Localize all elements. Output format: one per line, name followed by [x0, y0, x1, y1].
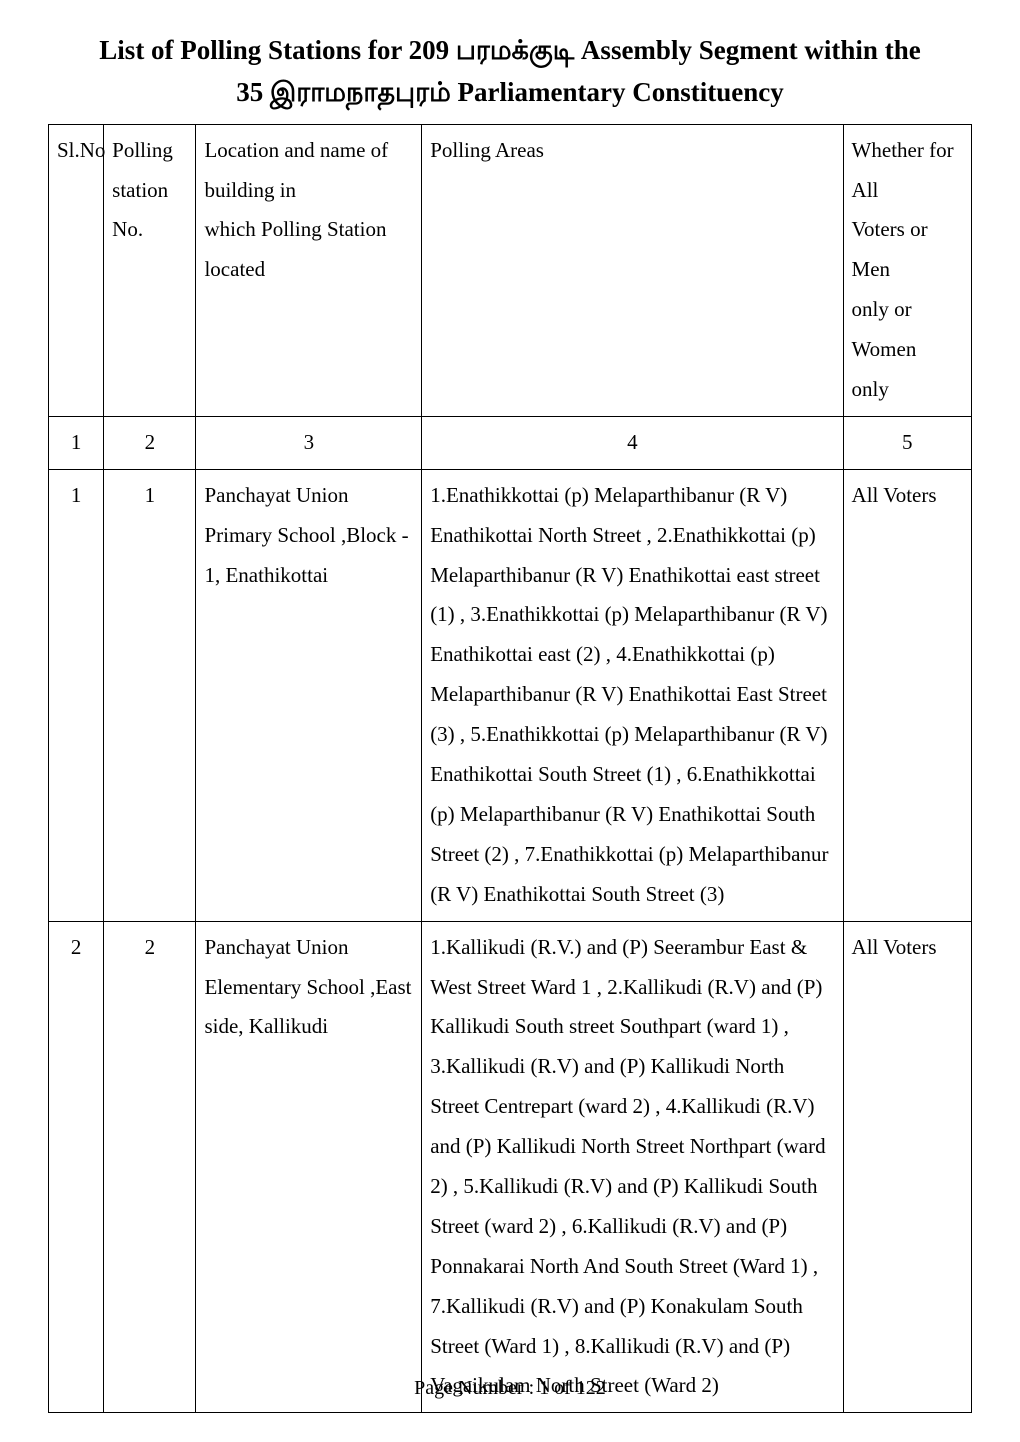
- numrow-c1: 1: [49, 416, 104, 469]
- cell-whether: All Voters: [843, 469, 971, 921]
- col-header-location-l2: which Polling Station located: [204, 217, 386, 281]
- col-header-whether-l1: Whether for All: [852, 138, 954, 202]
- table-header-row: Sl.No Polling station No. Location and n…: [49, 124, 972, 416]
- col-header-whether: Whether for All Voters or Men only or Wo…: [843, 124, 971, 416]
- cell-station: 1: [104, 469, 196, 921]
- cell-location: Panchayat Union Elementary School ,East …: [196, 921, 422, 1413]
- title-line-2: 35 இராமநாதபுரம் Parliamentary Constituen…: [236, 77, 784, 107]
- page-title: List of Polling Stations for 209 பரமக்கு…: [48, 30, 972, 114]
- col-header-areas: Polling Areas: [422, 124, 843, 416]
- table-number-row: 1 2 3 4 5: [49, 416, 972, 469]
- cell-slno: 1: [49, 469, 104, 921]
- col-header-slno: Sl.No: [49, 124, 104, 416]
- col-header-whether-l3: only or Women: [852, 297, 917, 361]
- col-header-whether-l4: only: [852, 377, 889, 401]
- col-header-station-l1: Polling: [112, 138, 173, 162]
- cell-slno: 2: [49, 921, 104, 1413]
- col-header-location: Location and name of building in which P…: [196, 124, 422, 416]
- col-header-station: Polling station No.: [104, 124, 196, 416]
- cell-whether: All Voters: [843, 921, 971, 1413]
- col-header-whether-l2: Voters or Men: [852, 217, 928, 281]
- numrow-c2: 2: [104, 416, 196, 469]
- numrow-c5: 5: [843, 416, 971, 469]
- page-footer: Page Number : 1 of 122: [0, 1377, 1020, 1400]
- numrow-c3: 3: [196, 416, 422, 469]
- table-row: 2 2 Panchayat Union Elementary School ,E…: [49, 921, 972, 1413]
- numrow-c4: 4: [422, 416, 843, 469]
- col-header-station-l2: station No.: [112, 178, 168, 242]
- title-line-1: List of Polling Stations for 209 பரமக்கு…: [99, 35, 920, 65]
- page: List of Polling Stations for 209 பரமக்கு…: [0, 0, 1020, 1442]
- cell-areas: 1.Enathikkottai (p) Melaparthibanur (R V…: [422, 469, 843, 921]
- cell-areas: 1.Kallikudi (R.V.) and (P) Seerambur Eas…: [422, 921, 843, 1413]
- polling-stations-table: Sl.No Polling station No. Location and n…: [48, 124, 972, 1414]
- cell-station: 2: [104, 921, 196, 1413]
- col-header-location-l1: Location and name of building in: [204, 138, 388, 202]
- table-row: 1 1 Panchayat Union Primary School ,Bloc…: [49, 469, 972, 921]
- cell-location: Panchayat Union Primary School ,Block - …: [196, 469, 422, 921]
